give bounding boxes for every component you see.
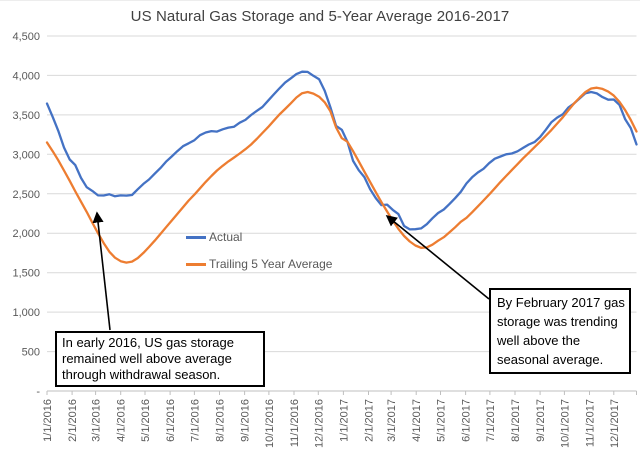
- svg-text:3/1/2017: 3/1/2017: [386, 399, 398, 442]
- svg-text:6/1/2017: 6/1/2017: [461, 399, 473, 442]
- annotation-arrows: [92, 211, 490, 331]
- legend-label-trailing-average: Trailing 5 Year Average: [209, 257, 333, 271]
- svg-text:5/1/2017: 5/1/2017: [436, 399, 448, 442]
- svg-text:2,000: 2,000: [12, 228, 40, 240]
- svg-text:11/1/2017: 11/1/2017: [585, 399, 597, 447]
- svg-text:11/1/2016: 11/1/2016: [289, 399, 301, 447]
- svg-text:10/1/2016: 10/1/2016: [264, 399, 276, 448]
- actual-line: [45, 70, 638, 231]
- svg-text:500: 500: [22, 347, 40, 359]
- svg-text:1,000: 1,000: [12, 307, 40, 319]
- svg-text:4,000: 4,000: [12, 70, 40, 82]
- svg-text:3,500: 3,500: [12, 110, 40, 122]
- annotation-feb-2017-line2: storage was trending: [497, 314, 618, 329]
- gridlines: [47, 35, 637, 353]
- y-axis-labels: - 500 1,000 1,500 2,000 2,500 3,000 3,500 4,000 4…: [12, 31, 40, 398]
- annotation-feb-2017: By February 2017 gas storage was trendin…: [489, 288, 631, 374]
- legend-item-trailing-average: Trailing 5 Year Average: [186, 257, 332, 271]
- svg-text:1,500: 1,500: [12, 268, 40, 280]
- svg-text:2/1/2016: 2/1/2016: [67, 399, 79, 442]
- svg-text:8/1/2017: 8/1/2017: [510, 399, 522, 442]
- trailing-average-line-swatch: [186, 262, 206, 266]
- annotation-feb-2017-line4: seasonal average.: [497, 352, 604, 367]
- svg-text:1/1/2016: 1/1/2016: [42, 399, 54, 442]
- svg-text:9/1/2017: 9/1/2017: [535, 399, 547, 442]
- svg-text:8/1/2016: 8/1/2016: [215, 399, 227, 442]
- svg-text:4,500: 4,500: [12, 31, 40, 43]
- annotation-arrow-early-2016: [92, 211, 111, 331]
- legend-item-actual: Actual: [186, 230, 332, 244]
- svg-text:7/1/2016: 7/1/2016: [189, 399, 201, 442]
- svg-text:2,500: 2,500: [12, 189, 40, 201]
- svg-text:-: -: [36, 386, 40, 398]
- svg-text:4/1/2016: 4/1/2016: [116, 399, 128, 442]
- annotation-early-2016-line1: In early 2016, US gas storage: [62, 335, 234, 350]
- svg-text:12/1/2017: 12/1/2017: [609, 399, 621, 448]
- annotation-early-2016-line2: remained well above average: [62, 351, 232, 366]
- annotation-early-2016-line3: through withdrawal season.: [62, 367, 221, 382]
- annotation-feb-2017-line3: well above the: [497, 333, 581, 348]
- svg-text:2/1/2017: 2/1/2017: [364, 399, 376, 442]
- legend: Actual Trailing 5 Year Average: [186, 230, 332, 271]
- chart-title: US Natural Gas Storage and 5-Year Averag…: [130, 8, 510, 25]
- svg-text:7/1/2017: 7/1/2017: [485, 399, 497, 442]
- x-axis-labels: 1/1/2016 2/1/2016 3/1/2016 4/1/2016 5/1/2016…: [42, 391, 637, 448]
- svg-text:3,000: 3,000: [12, 149, 40, 161]
- svg-text:12/1/2016: 12/1/2016: [313, 399, 325, 448]
- svg-text:1/1/2017: 1/1/2017: [338, 399, 350, 442]
- svg-text:3/1/2016: 3/1/2016: [91, 399, 103, 442]
- actual-line-swatch: [186, 235, 206, 239]
- trailing-average-line: [45, 86, 638, 264]
- svg-text:4/1/2017: 4/1/2017: [411, 399, 423, 442]
- svg-text:6/1/2016: 6/1/2016: [165, 399, 177, 442]
- legend-label-actual: Actual: [209, 230, 243, 244]
- svg-text:9/1/2016: 9/1/2016: [240, 399, 252, 442]
- svg-text:10/1/2017: 10/1/2017: [559, 399, 571, 448]
- annotation-arrow-feb-2017: [385, 214, 490, 300]
- annotation-feb-2017-line1: By February 2017 gas: [497, 295, 625, 310]
- annotation-early-2016: In early 2016, US gas storage remained w…: [55, 331, 265, 387]
- svg-text:5/1/2016: 5/1/2016: [140, 399, 152, 442]
